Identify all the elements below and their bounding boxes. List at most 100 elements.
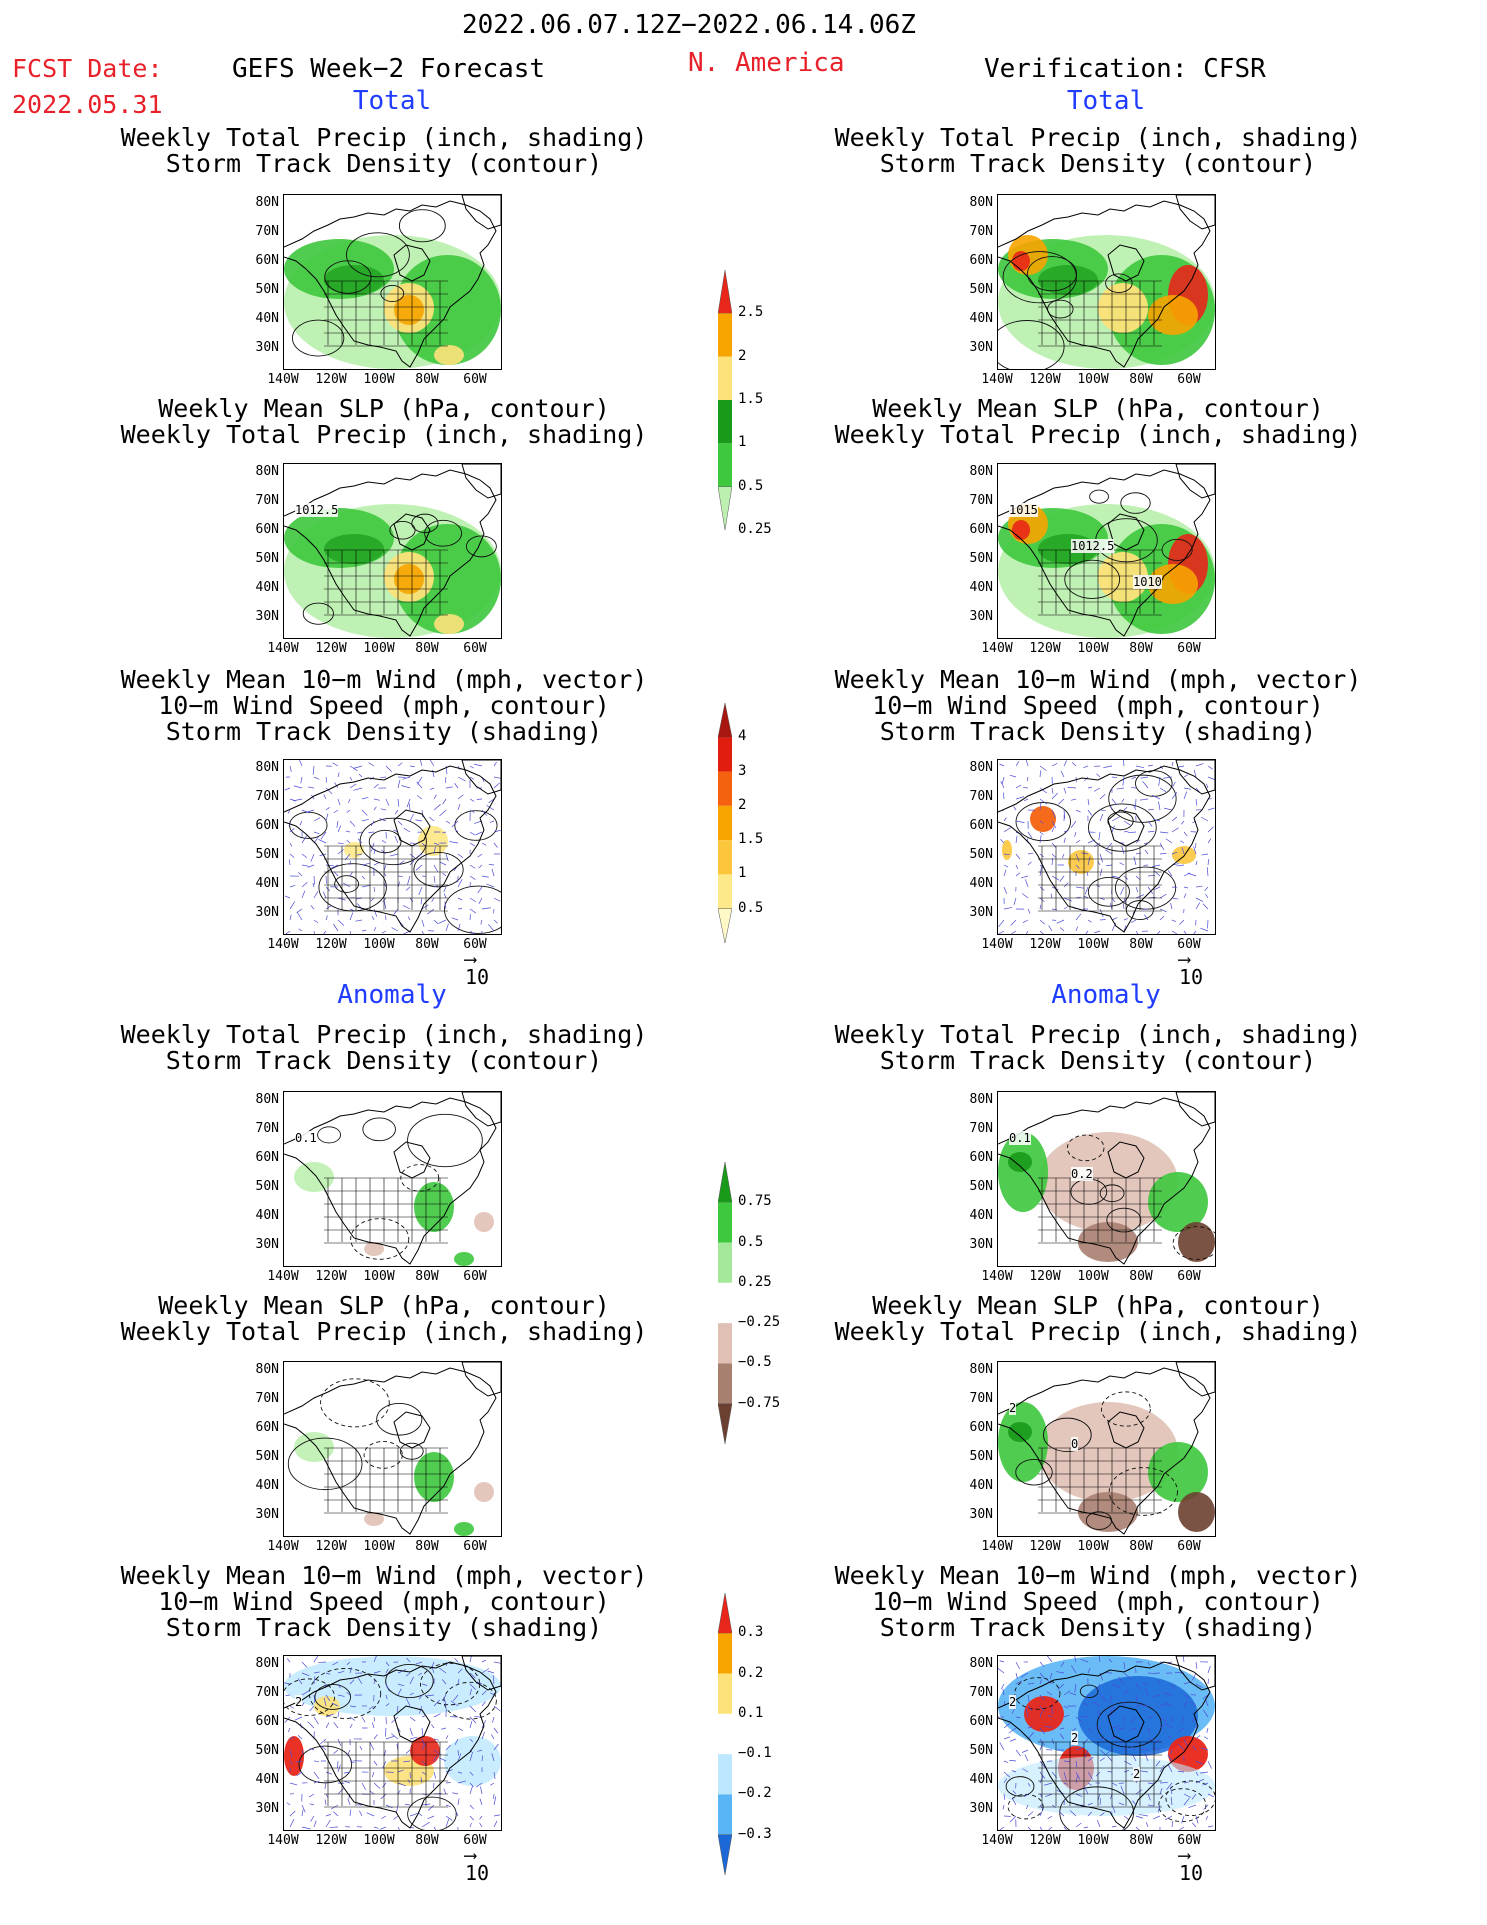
panel-r6-c2-map — [997, 1655, 1216, 1831]
panel-r3-c2-lat-label: 60N — [969, 818, 993, 833]
panel-r1-c2-map-graphic — [998, 195, 1215, 369]
panel-r4-c1-lat-label: 60N — [255, 1150, 279, 1165]
panel-r2-c1-map-graphic — [284, 464, 501, 638]
colorbar-track-anomaly-label: −0.1 — [738, 1745, 772, 1762]
panel-r2-c2-lat-label: 40N — [969, 580, 993, 595]
region-title: N. America — [688, 48, 845, 78]
panel-r4-c1-lon-label: 100W — [363, 1269, 395, 1284]
colorbar-total-precip-label: 0.5 — [738, 477, 764, 494]
panel-r4-c2-lon-label: 140W — [981, 1269, 1013, 1284]
panel-r6-c1-map — [283, 1655, 502, 1831]
colorbar-storm-track-density-swatch — [718, 771, 732, 806]
panel-r1-c1-lon-label: 80W — [415, 372, 439, 387]
panel-r6-c2-lat-label: 80N — [969, 1656, 993, 1671]
colorbar-precip-anomaly-label: −0.5 — [738, 1354, 772, 1371]
panel-r1-c2-lat-label: 60N — [969, 253, 993, 268]
panel-r1-c2-lat-label: 70N — [969, 224, 993, 239]
panel-r2-c2-lat-label: 70N — [969, 493, 993, 508]
panel-r4-c2-map-graphic — [998, 1092, 1215, 1265]
panel-r2-c2-lon-label: 140W — [981, 641, 1013, 656]
colorbar-track-anomaly-label: 0.2 — [738, 1664, 764, 1681]
panel-r2-c2-lat-label: 30N — [969, 609, 993, 624]
panel-r3-c1-map-graphic — [284, 760, 501, 934]
panel-r3-c2-vector-ref-value: 10 — [1179, 965, 1204, 989]
colorbar-storm-track-density-label: 1.5 — [738, 831, 764, 848]
panel-r6-c1-lat-label: 70N — [255, 1685, 279, 1700]
colorbar-total-precip-swatch — [717, 269, 733, 314]
panel-r4-c2-contour-label: 0.2 — [1071, 1167, 1093, 1181]
panel-r2-c2-contour-label: 1015 — [1009, 503, 1038, 517]
panel-r5-c1-lat-label: 30N — [255, 1507, 279, 1522]
colorbar-track-anomaly-label: −0.3 — [738, 1825, 772, 1842]
panel-r2-c1-lon-label: 60W — [463, 641, 487, 656]
panel-r3-c1-lon-label: 140W — [267, 937, 299, 952]
panel-r3-c2-title-line-2: 10−m Wind Speed (mph, contour) — [872, 691, 1324, 720]
panel-r1-c1-lon-label: 100W — [363, 372, 395, 387]
colorbar-storm-track-density-swatch — [718, 874, 732, 909]
colorbar-track-anomaly-swatch — [717, 1834, 733, 1876]
panel-r6-c2-lon-label: 100W — [1077, 1833, 1109, 1848]
panel-r4-c1-lon-label: 140W — [267, 1269, 299, 1284]
colorbar-track-anomaly-label: 0.3 — [738, 1624, 764, 1641]
panel-r2-c2-lat-label: 60N — [969, 522, 993, 537]
panel-r6-c1-lon-label: 60W — [463, 1833, 487, 1848]
panel-r5-c2-title-line-1: Weekly Mean SLP (hPa, contour) — [872, 1291, 1324, 1320]
colorbar-precip-anomaly — [717, 1161, 733, 1445]
panel-r3-c1-lon-label: 120W — [315, 937, 347, 952]
colorbar-precip-anomaly-label: 0.75 — [738, 1193, 772, 1210]
panel-r3-c1-title-line-2: 10−m Wind Speed (mph, contour) — [158, 691, 610, 720]
colorbar-total-precip-label: 1.5 — [738, 391, 764, 407]
colorbar-precip-anomaly-swatch — [717, 1161, 733, 1203]
panel-r3-c2-lat-label: 30N — [969, 905, 993, 920]
panel-r5-c1-lon-label: 80W — [415, 1539, 439, 1554]
panel-r4-c1-lon-label: 120W — [315, 1269, 347, 1284]
panel-r4-c1-title-line-1: Weekly Total Precip (inch, shading) — [120, 1020, 648, 1049]
panel-r1-c2-lon-label: 120W — [1029, 372, 1061, 387]
panel-r1-c1-lat-label: 40N — [255, 311, 279, 326]
panel-r3-c2-map-graphic — [998, 760, 1215, 934]
colorbar-total-precip-label: 1 — [738, 434, 747, 451]
panel-r5-c2-lon-label: 100W — [1077, 1539, 1109, 1554]
colorbar-storm-track-density-swatch — [718, 805, 732, 841]
panel-r6-c2-lon-label: 140W — [981, 1833, 1013, 1848]
panel-r4-c2-lat-label: 40N — [969, 1208, 993, 1223]
panel-r2-c1-lat-label: 50N — [255, 551, 279, 566]
colorbar-precip-anomaly-graphic — [717, 1161, 733, 1445]
panel-r5-c2-contour-label: 2 — [1009, 1401, 1017, 1415]
panel-r3-c1-lat-label: 40N — [255, 876, 279, 891]
panel-r5-c2-map — [997, 1361, 1216, 1537]
panel-r6-c2-title-line-1: Weekly Mean 10−m Wind (mph, vector) — [834, 1561, 1362, 1590]
colorbar-storm-track-density-label: 3 — [738, 762, 747, 779]
panel-r6-c2-contour-label: 2 — [1009, 1695, 1017, 1709]
panel-r6-c1-title-line-2: 10−m Wind Speed (mph, contour) — [158, 1587, 610, 1616]
panel-r5-c1-title-line-2: Weekly Total Precip (inch, shading) — [120, 1317, 648, 1346]
panel-r2-c1-lat-label: 70N — [255, 493, 279, 508]
colorbar-precip-anomaly-label: 0.5 — [738, 1233, 764, 1250]
panel-r1-c1-title-line-1: Weekly Total Precip (inch, shading) — [120, 123, 648, 152]
panel-r4-c1-lon-label: 80W — [415, 1269, 439, 1284]
colorbar-total-precip-swatch — [718, 400, 732, 444]
panel-r6-c2-title-line-2: 10−m Wind Speed (mph, contour) — [872, 1587, 1324, 1616]
panel-r5-c2-lat-label: 70N — [969, 1391, 993, 1406]
colorbar-storm-track-density-label: 1 — [738, 865, 747, 882]
colorbar-precip-anomaly-swatch — [718, 1242, 732, 1283]
panel-r1-c2-lon-label: 60W — [1177, 372, 1201, 387]
panel-r2-c1-lat-label: 80N — [255, 464, 279, 479]
panel-r3-c2-title-line-1: Weekly Mean 10−m Wind (mph, vector) — [834, 665, 1362, 694]
panel-r5-c1-lat-label: 60N — [255, 1420, 279, 1435]
section-total-right: Total — [1066, 86, 1146, 116]
panel-r5-c1-lon-label: 120W — [315, 1539, 347, 1554]
panel-r6-c2-contour-label: 2 — [1133, 1767, 1141, 1781]
panel-r3-c1-vector-ref-value: 10 — [465, 965, 490, 989]
panel-r4-c2-lat-label: 60N — [969, 1150, 993, 1165]
panel-r5-c2-lon-label: 80W — [1129, 1539, 1153, 1554]
panel-r2-c2-contour-label: 1012.5 — [1071, 539, 1115, 553]
panel-r2-c2-lon-label: 100W — [1077, 641, 1109, 656]
panel-r4-c1-lat-label: 40N — [255, 1208, 279, 1223]
panel-r3-c1-lon-label: 100W — [363, 937, 395, 952]
colorbar-track-anomaly-label: −0.2 — [738, 1785, 772, 1802]
right-title: Verification: CFSR — [984, 54, 1266, 84]
panel-r4-c2-lat-label: 70N — [969, 1121, 993, 1136]
panel-r5-c2-lat-label: 80N — [969, 1362, 993, 1377]
panel-r5-c1-lat-label: 80N — [255, 1362, 279, 1377]
